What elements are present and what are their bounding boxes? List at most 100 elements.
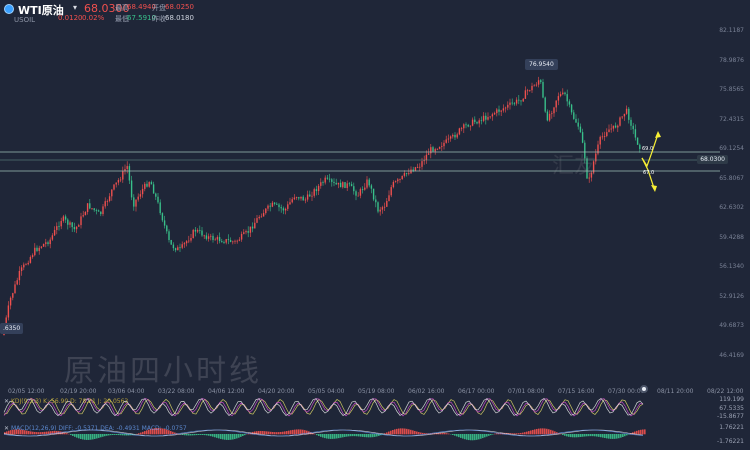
macd-bar bbox=[294, 429, 296, 435]
candle-body bbox=[372, 188, 375, 200]
candle-body bbox=[289, 202, 291, 205]
macd-bar bbox=[336, 434, 338, 439]
live-dot-icon[interactable] bbox=[640, 385, 648, 393]
macd-bar bbox=[20, 429, 22, 435]
candle-body bbox=[573, 112, 575, 119]
candle-body bbox=[335, 182, 337, 185]
candle-body bbox=[104, 201, 106, 207]
macd-bar bbox=[44, 431, 46, 435]
macd-bar bbox=[514, 433, 516, 435]
candle-body bbox=[337, 182, 340, 185]
macd-bar bbox=[362, 434, 364, 437]
macd-bar bbox=[142, 431, 144, 435]
macd-bar bbox=[200, 434, 202, 435]
candle-body bbox=[438, 146, 441, 149]
macd-bar bbox=[318, 434, 320, 437]
symbol-name[interactable]: WTI原油 bbox=[18, 4, 64, 17]
candle-body bbox=[300, 196, 302, 199]
macd-bar bbox=[326, 434, 328, 439]
candle-body bbox=[463, 124, 465, 129]
macd-bar bbox=[564, 434, 566, 436]
candle-body bbox=[454, 134, 456, 138]
candle-body bbox=[344, 182, 346, 188]
macd-bar bbox=[18, 429, 20, 435]
macd-bar bbox=[54, 430, 56, 435]
candle-body bbox=[487, 117, 489, 120]
candle-body bbox=[603, 136, 606, 137]
macd-bar bbox=[632, 432, 634, 435]
candle-body bbox=[221, 241, 223, 243]
price-tick-label: 59.4288 bbox=[719, 233, 744, 241]
macd-bar bbox=[10, 430, 12, 435]
candle-body bbox=[493, 113, 496, 115]
macd-bar bbox=[114, 434, 116, 435]
macd-bar bbox=[464, 434, 466, 440]
candle-body bbox=[322, 182, 324, 184]
candle-body bbox=[612, 125, 615, 129]
macd-bar bbox=[194, 434, 196, 436]
macd-bar bbox=[366, 434, 368, 438]
candle-body bbox=[102, 206, 104, 215]
candle-body bbox=[381, 207, 384, 210]
time-tick-label: 07/30 00:00 bbox=[608, 388, 645, 395]
candle-body bbox=[234, 240, 236, 242]
chevron-down-icon[interactable]: ▾ bbox=[73, 3, 78, 12]
candle-body bbox=[27, 262, 29, 265]
candle-body bbox=[152, 184, 155, 194]
macd-bar bbox=[420, 432, 422, 435]
candle-body bbox=[133, 197, 135, 207]
macd-bar bbox=[66, 433, 68, 435]
macd-bar bbox=[642, 429, 644, 435]
candle-body bbox=[502, 108, 505, 111]
macd-bar bbox=[600, 434, 602, 438]
candle-body bbox=[489, 116, 491, 118]
close-icon[interactable]: ✕ bbox=[4, 398, 10, 405]
current-price-badge: 68.0300 bbox=[697, 155, 728, 164]
macd-bar bbox=[82, 434, 84, 440]
candle-body bbox=[49, 239, 51, 245]
macd-bar bbox=[590, 434, 592, 437]
macd-bar bbox=[320, 434, 322, 437]
candle-body bbox=[82, 215, 84, 217]
candle-body bbox=[181, 244, 183, 248]
macd-bar bbox=[522, 432, 524, 435]
close-icon[interactable]: ✕ bbox=[4, 425, 10, 432]
macd-bar bbox=[364, 434, 366, 438]
macd-bar bbox=[208, 434, 210, 436]
candle-body bbox=[315, 189, 318, 192]
macd-bar bbox=[486, 434, 488, 437]
macd-bar bbox=[592, 434, 594, 437]
macd-bar bbox=[618, 434, 620, 439]
price-tick-label: 49.6873 bbox=[719, 322, 744, 329]
time-tick-label: 04/06 12:00 bbox=[208, 388, 245, 395]
macd-bar bbox=[100, 434, 102, 438]
candle-body bbox=[71, 222, 73, 228]
candle-body bbox=[18, 270, 21, 281]
macd-bar bbox=[638, 430, 640, 435]
macd-bar bbox=[234, 434, 236, 440]
candle-body bbox=[364, 187, 366, 190]
macd-bar bbox=[160, 428, 162, 435]
candle-body bbox=[122, 171, 124, 180]
macd-bar bbox=[624, 434, 626, 437]
candle-body bbox=[185, 241, 188, 244]
macd-bar bbox=[16, 429, 18, 435]
candle-body bbox=[551, 113, 553, 115]
candle-body bbox=[31, 255, 34, 258]
kdj-axis-3: -15.8677 bbox=[717, 413, 744, 420]
macd-bar bbox=[106, 434, 108, 436]
candle-body bbox=[590, 172, 593, 178]
candle-body bbox=[64, 216, 67, 220]
candle-body bbox=[150, 182, 153, 185]
macd-bar bbox=[400, 428, 402, 435]
candle-body bbox=[617, 125, 619, 128]
macd-values-text: MACD(12,26,9) DIFF: -0.5371 DEA: -0.4931… bbox=[10, 425, 187, 432]
macd-bar bbox=[280, 431, 282, 435]
candle-body bbox=[375, 199, 377, 203]
candle-body bbox=[194, 229, 197, 232]
candle-body bbox=[192, 229, 194, 239]
candle-body bbox=[577, 122, 579, 127]
macd-bar bbox=[288, 430, 290, 435]
low-price-label: .6350 bbox=[0, 323, 24, 334]
